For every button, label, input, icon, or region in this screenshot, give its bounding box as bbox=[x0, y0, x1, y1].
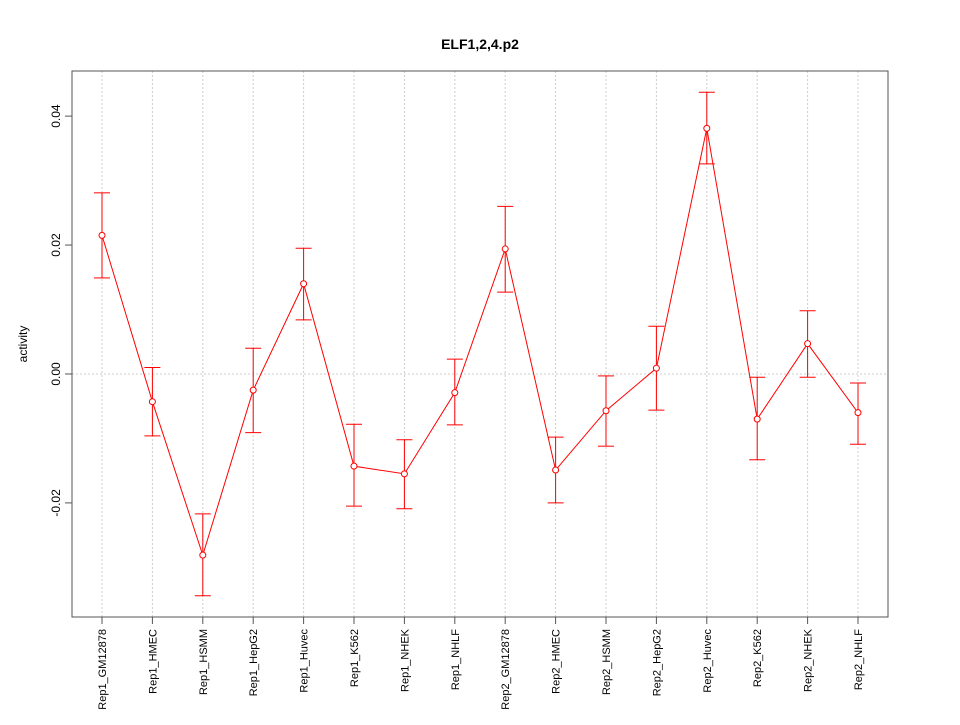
chart-title: ELF1,2,4.p2 bbox=[441, 36, 519, 52]
data-point bbox=[300, 280, 308, 288]
x-tick-label: Rep2_Huvec bbox=[702, 629, 714, 693]
x-tick-label: Rep2_HMEC bbox=[551, 629, 563, 694]
data-point bbox=[804, 340, 812, 348]
x-tick-label: Rep1_NHLF bbox=[450, 629, 462, 690]
data-point bbox=[350, 462, 358, 470]
y-tick-label: 0.00 bbox=[49, 362, 63, 386]
x-tick-label: Rep1_K562 bbox=[349, 629, 361, 687]
x-tick-label: Rep2_NHLF bbox=[853, 629, 865, 690]
data-point bbox=[501, 245, 509, 253]
data-point bbox=[400, 470, 408, 478]
data-point bbox=[249, 386, 257, 394]
data-point bbox=[753, 415, 761, 423]
data-point bbox=[703, 124, 711, 132]
series-line bbox=[101, 128, 859, 557]
y-tick-label: 0.04 bbox=[49, 104, 63, 128]
data-point bbox=[199, 551, 207, 559]
y-tick-label: -0.02 bbox=[49, 489, 63, 517]
x-tick-label: Rep2_K562 bbox=[752, 629, 764, 687]
data-point bbox=[148, 398, 156, 406]
data-point bbox=[652, 364, 660, 372]
data-point bbox=[854, 409, 862, 417]
x-tick-label: Rep1_HSMM bbox=[198, 629, 210, 695]
x-tick-label: Rep2_HepG2 bbox=[651, 629, 663, 696]
x-tick-label: Rep2_HSMM bbox=[601, 629, 613, 695]
data-point bbox=[552, 466, 560, 474]
data-point bbox=[602, 407, 610, 415]
x-tick-label: Rep2_NHEK bbox=[803, 628, 815, 692]
x-tick-label: Rep1_GM12878 bbox=[97, 629, 109, 710]
x-tick-label: Rep1_Huvec bbox=[299, 629, 311, 693]
plot-frame bbox=[71, 70, 889, 618]
x-tick-label: Rep1_NHEK bbox=[399, 628, 411, 692]
y-tick-label: 0.02 bbox=[49, 233, 63, 257]
data-point bbox=[98, 231, 106, 239]
x-tick-label: Rep1_HMEC bbox=[147, 629, 159, 694]
y-axis-label: activity bbox=[16, 326, 30, 363]
x-tick-label: Rep1_HepG2 bbox=[248, 629, 260, 696]
data-point bbox=[451, 389, 459, 397]
x-tick-label: Rep2_GM12878 bbox=[500, 629, 512, 710]
